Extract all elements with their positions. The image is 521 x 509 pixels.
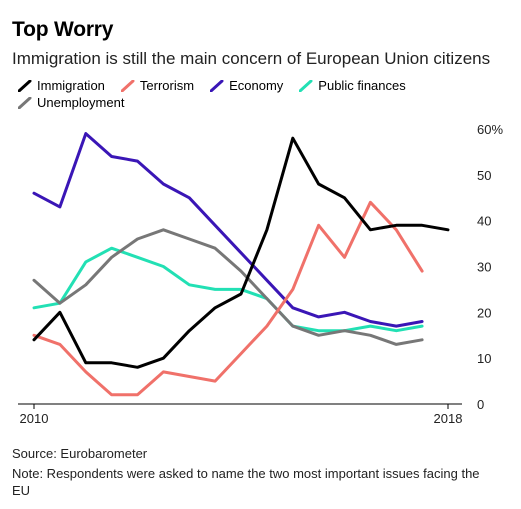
y-tick-label: 0 xyxy=(477,397,484,412)
series-line-immigration xyxy=(32,136,450,369)
series-line-economy xyxy=(32,132,424,328)
y-tick-label: 50 xyxy=(477,168,491,183)
y-tick-label: 60% xyxy=(477,122,503,137)
y-tick-label: 20 xyxy=(477,305,491,320)
y-tick-label: 40 xyxy=(477,214,491,229)
legend-label: Public finances xyxy=(318,78,406,93)
legend-swatch xyxy=(299,79,313,92)
legend-swatch xyxy=(18,79,32,92)
series-line-terrorism xyxy=(32,200,424,397)
x-tick-label: 2010 xyxy=(20,411,49,426)
x-tick-label: 2018 xyxy=(434,411,463,426)
legend: Immigration Terrorism Economy Public financ… xyxy=(18,78,508,110)
source-note: Source: Eurobarometer xyxy=(12,446,148,461)
y-tick-label: 10 xyxy=(477,351,491,366)
legend-item: Economy xyxy=(210,78,283,93)
series-line-unemployment xyxy=(32,228,424,346)
legend-label: Unemployment xyxy=(37,95,125,110)
legend-label: Economy xyxy=(229,78,284,93)
chart-title: Top Worry xyxy=(12,18,114,41)
series-line-public-finances xyxy=(32,246,424,333)
legend-label: Terrorism xyxy=(139,78,195,93)
legend-item: Unemployment xyxy=(18,95,124,110)
chart-subtitle: Immigration is still the main concern of… xyxy=(12,49,491,68)
legend-swatch xyxy=(18,96,32,109)
legend-item: Public finances xyxy=(299,78,406,93)
y-tick-label: 30 xyxy=(477,260,491,275)
legend-label: Immigration xyxy=(37,78,105,93)
footnote: Note: Respondents were asked to name the… xyxy=(12,466,480,498)
legend-item: Immigration xyxy=(18,78,105,93)
legend-item: Terrorism xyxy=(120,78,195,93)
legend-swatch xyxy=(120,79,135,92)
legend-swatch xyxy=(210,79,224,92)
